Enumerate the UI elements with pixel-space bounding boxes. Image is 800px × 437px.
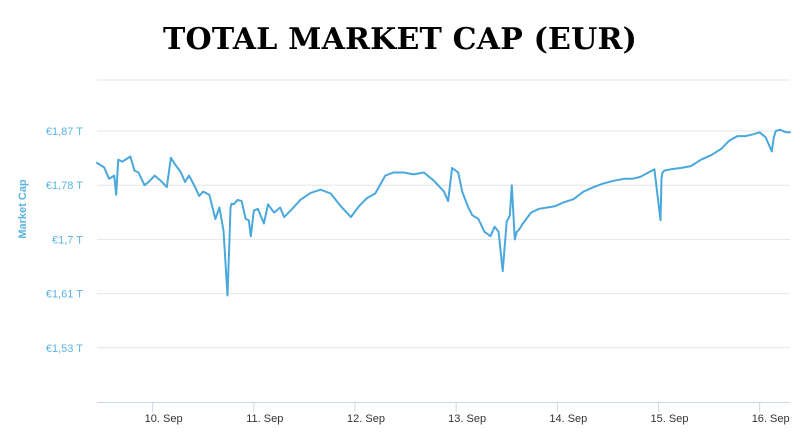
y-axis-title: Market Cap	[17, 179, 29, 239]
x-tick-label: 15. Sep	[651, 413, 689, 425]
x-tick-label: 12. Sep	[347, 413, 385, 425]
x-tick-label: 14. Sep	[549, 413, 587, 425]
x-tick-label: 16. Sep	[752, 413, 790, 425]
x-axis: 10. Sep 11. Sep 12. Sep 13. Sep 14. Sep 15. S…	[97, 402, 790, 425]
y-tick-label: €1,53 T	[46, 343, 83, 355]
chart-title: TOTAL MARKET CAP (EUR)	[163, 22, 637, 57]
y-tick-label: €1,61 T	[46, 289, 83, 301]
y-axis: €1,53 T €1,61 T €1,7 T €1,78 T €1,87 T	[46, 126, 83, 355]
x-tick-label: 10. Sep	[145, 413, 183, 425]
y-tick-label: €1,87 T	[46, 126, 83, 138]
y-tick-label: €1,7 T	[52, 234, 83, 246]
grid-lines	[97, 79, 790, 349]
x-tick-label: 13. Sep	[448, 413, 486, 425]
x-tick-label: 11. Sep	[246, 413, 283, 425]
y-tick-label: €1,78 T	[46, 180, 83, 192]
market-cap-line	[96, 128, 791, 297]
